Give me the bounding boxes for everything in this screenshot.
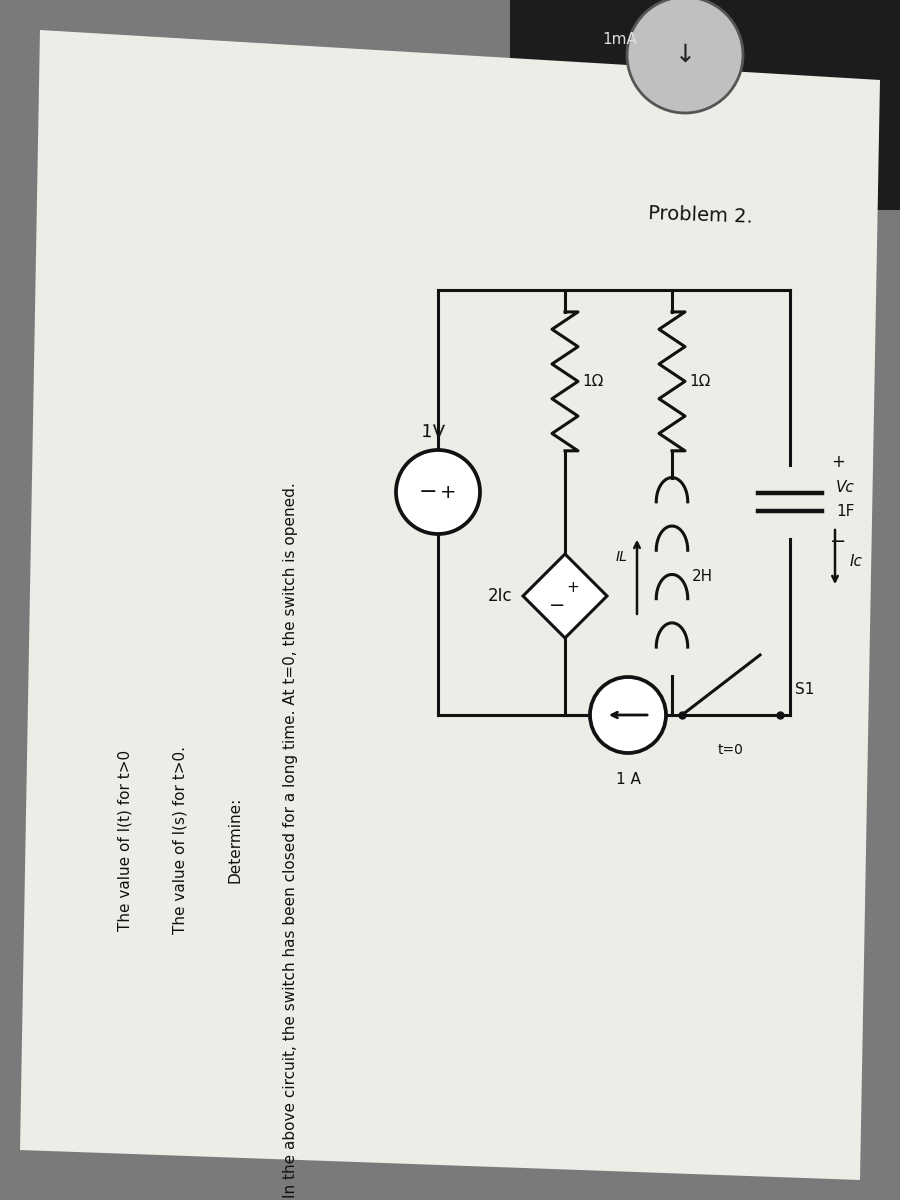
Circle shape [396, 450, 480, 534]
Text: −: − [418, 482, 437, 502]
Text: +: + [831, 452, 845, 470]
Text: Vc: Vc [835, 480, 854, 494]
Circle shape [590, 677, 666, 754]
Text: 1V: 1V [421, 422, 446, 442]
Text: 1F: 1F [836, 504, 854, 520]
Polygon shape [510, 0, 900, 210]
Text: The value of I(s) for t>0.: The value of I(s) for t>0. [173, 746, 187, 934]
Text: Problem 2.: Problem 2. [647, 204, 752, 227]
Text: +: + [567, 581, 580, 595]
Text: ↓: ↓ [674, 43, 696, 67]
Text: Determine:: Determine: [228, 797, 242, 883]
Text: 2H: 2H [691, 569, 713, 584]
Text: −: − [549, 596, 565, 616]
Polygon shape [523, 554, 607, 638]
Text: S1: S1 [795, 683, 815, 697]
Text: −: − [830, 533, 846, 552]
Text: 1Ω: 1Ω [582, 374, 604, 389]
Polygon shape [20, 30, 880, 1180]
Text: t=0: t=0 [718, 743, 744, 757]
Text: Ic: Ic [850, 554, 863, 570]
Circle shape [627, 0, 743, 113]
Text: 2Ic: 2Ic [488, 587, 512, 605]
Text: IL: IL [616, 550, 628, 564]
Text: 1mA: 1mA [603, 32, 637, 48]
Text: +: + [440, 482, 456, 502]
Text: 1Ω: 1Ω [689, 374, 711, 389]
Text: In the above circuit, the switch has been closed for a long time. At t=0, the sw: In the above circuit, the switch has bee… [283, 482, 298, 1198]
Text: 1 A: 1 A [616, 773, 641, 787]
Text: The value of I(t) for t>0: The value of I(t) for t>0 [118, 750, 132, 930]
